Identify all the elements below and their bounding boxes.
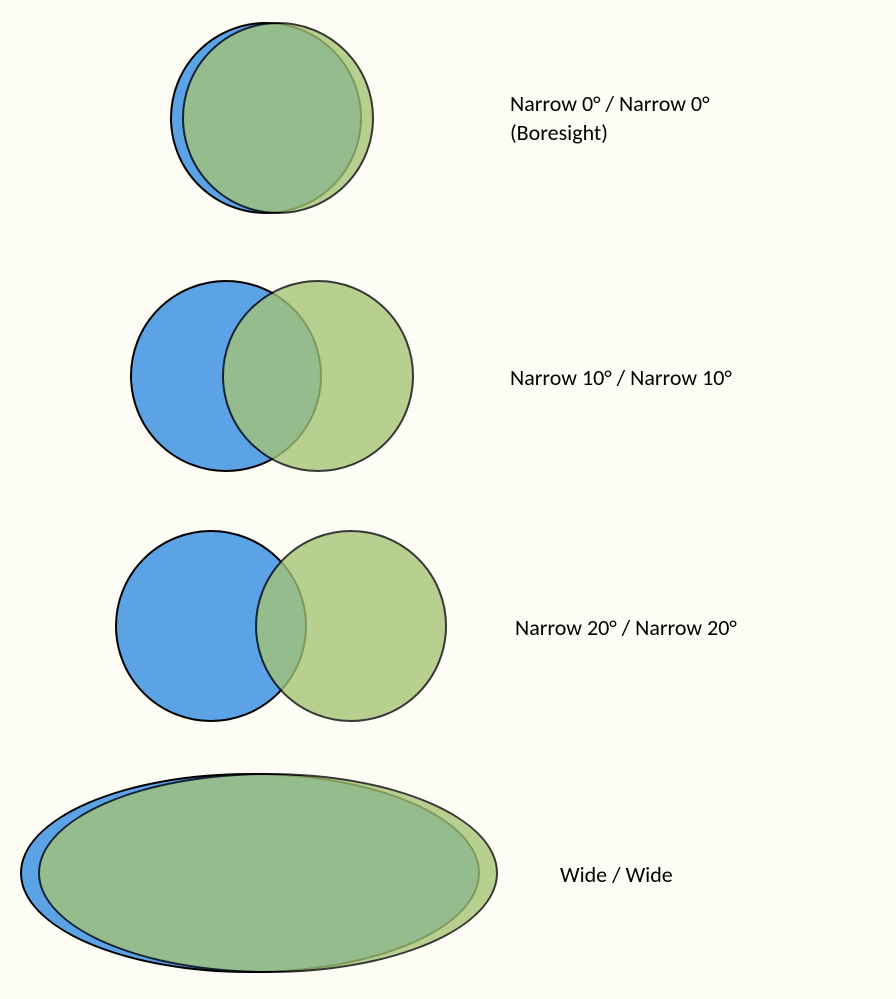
row-narrow-10: Narrow 10° / Narrow 10° (0, 278, 896, 478)
label-line-1: Narrow 10° / Narrow 10° (510, 364, 732, 393)
row-label: Narrow 10° / Narrow 10° (510, 364, 732, 393)
venn-diagram (115, 528, 475, 728)
row-wide: Wide / Wide (0, 770, 896, 980)
green-circle (222, 280, 414, 472)
label-line-1: Narrow 20° / Narrow 20° (515, 614, 737, 643)
row-label: Narrow 20° / Narrow 20° (515, 614, 737, 643)
green-circle (182, 22, 374, 214)
label-line-2: (Boresight) (510, 119, 710, 148)
green-ellipse (38, 773, 498, 973)
row-narrow-20: Narrow 20° / Narrow 20° (0, 528, 896, 728)
row-label: Narrow 0° / Narrow 0° (Boresight) (510, 90, 710, 147)
label-line-1: Wide / Wide (560, 861, 673, 890)
green-circle (255, 530, 447, 722)
venn-diagram (170, 16, 470, 221)
row-label: Wide / Wide (560, 861, 673, 890)
label-line-1: Narrow 0° / Narrow 0° (510, 90, 710, 119)
row-narrow-0: Narrow 0° / Narrow 0° (Boresight) (0, 16, 896, 221)
venn-diagram (130, 278, 470, 478)
venn-diagram (20, 770, 520, 980)
